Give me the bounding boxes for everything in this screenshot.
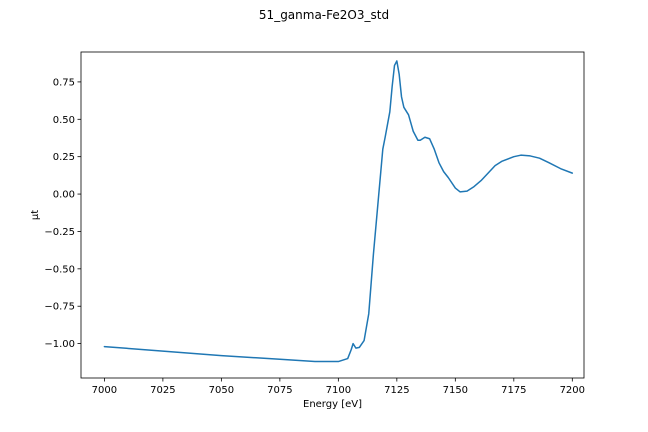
y-tick-label: −1.00 <box>44 339 75 350</box>
y-tick-label: −0.75 <box>44 302 75 313</box>
axes-frame <box>80 51 585 379</box>
x-axis: 7000 7025 7050 7075 7100 7125 7150 7175 7200 <box>92 378 585 396</box>
x-tick-label: 7000 <box>92 385 117 396</box>
chart-title: 51_ganma-Fe2O3_std <box>259 8 389 22</box>
x-axis-label: Energy [eV] <box>303 399 362 410</box>
plot-area <box>80 51 585 379</box>
x-tick-label: 7050 <box>209 385 234 396</box>
y-tick-label: −0.25 <box>44 227 75 238</box>
y-tick-label: 0.75 <box>53 77 75 88</box>
y-tick-label: −0.50 <box>44 264 75 275</box>
x-tick-label: 7150 <box>443 385 468 396</box>
y-tick-label: 0.00 <box>53 190 75 201</box>
x-tick-label: 7175 <box>501 385 526 396</box>
y-tick-label: 0.25 <box>53 152 75 163</box>
x-tick-label: 7200 <box>560 385 585 396</box>
x-tick-label: 7125 <box>384 385 409 396</box>
x-tick-label: 7025 <box>150 385 175 396</box>
y-axis-label: μt <box>30 210 41 220</box>
x-tick-label: 7075 <box>267 385 292 396</box>
series-line-0 <box>103 60 574 363</box>
y-tick-label: 0.50 <box>53 115 75 126</box>
y-axis: 0.75 0.50 0.25 0.00 −0.25 −0.50 −0.75 −1.00 <box>44 77 81 350</box>
x-tick-label: 7100 <box>326 385 351 396</box>
